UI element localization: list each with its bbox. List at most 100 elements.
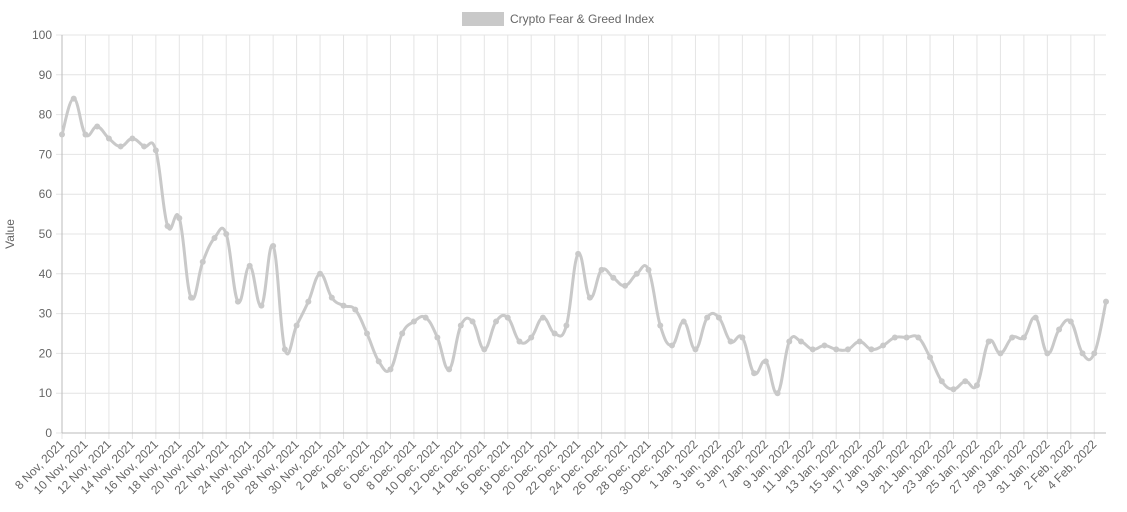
y-tick-label: 70 bbox=[39, 147, 53, 161]
data-point bbox=[798, 338, 805, 345]
data-point bbox=[105, 135, 112, 142]
data-point bbox=[399, 330, 406, 337]
data-point bbox=[258, 302, 265, 309]
data-point bbox=[821, 342, 828, 349]
data-point bbox=[762, 358, 769, 365]
data-point bbox=[692, 346, 699, 353]
data-point bbox=[363, 330, 370, 337]
data-point bbox=[446, 366, 453, 373]
data-point bbox=[422, 314, 429, 321]
y-tick-label: 40 bbox=[39, 267, 53, 281]
data-point bbox=[352, 306, 359, 313]
data-point bbox=[270, 242, 277, 249]
y-tick-label: 30 bbox=[39, 307, 53, 321]
data-point bbox=[715, 314, 722, 321]
y-tick-label: 90 bbox=[39, 68, 53, 82]
data-point bbox=[575, 250, 582, 257]
data-point bbox=[1103, 298, 1109, 305]
legend-swatch bbox=[462, 12, 504, 26]
data-point bbox=[152, 147, 159, 154]
data-point bbox=[633, 270, 640, 277]
data-point bbox=[610, 274, 617, 281]
data-point bbox=[129, 135, 136, 142]
data-point bbox=[1056, 326, 1063, 333]
data-point bbox=[786, 338, 793, 345]
data-point bbox=[469, 318, 476, 325]
data-point bbox=[281, 346, 288, 353]
data-point bbox=[211, 234, 218, 241]
data-point bbox=[141, 143, 148, 150]
data-point bbox=[1091, 350, 1098, 357]
data-point bbox=[551, 330, 558, 337]
y-tick-label: 10 bbox=[39, 386, 53, 400]
data-point bbox=[1009, 334, 1016, 341]
data-point bbox=[188, 294, 195, 301]
data-point bbox=[528, 334, 535, 341]
data-point bbox=[915, 334, 922, 341]
y-tick-label: 60 bbox=[39, 187, 53, 201]
data-point bbox=[434, 334, 441, 341]
y-tick-label: 0 bbox=[45, 426, 52, 440]
legend-label: Crypto Fear & Greed Index bbox=[510, 12, 654, 26]
data-point bbox=[375, 358, 382, 365]
data-point bbox=[891, 334, 898, 341]
data-point bbox=[563, 322, 570, 329]
data-point bbox=[833, 346, 840, 353]
data-point bbox=[481, 346, 488, 353]
data-point bbox=[1067, 318, 1074, 325]
data-point bbox=[328, 294, 335, 301]
data-point bbox=[293, 322, 300, 329]
data-point bbox=[59, 131, 65, 138]
data-point bbox=[586, 294, 593, 301]
data-point bbox=[938, 378, 945, 385]
y-tick-label: 20 bbox=[39, 346, 53, 360]
data-point bbox=[387, 366, 394, 373]
data-point bbox=[94, 123, 101, 130]
data-point bbox=[539, 314, 546, 321]
data-point bbox=[117, 143, 124, 150]
data-point bbox=[997, 350, 1004, 357]
data-point bbox=[493, 318, 500, 325]
data-point bbox=[70, 95, 77, 102]
data-point bbox=[234, 298, 241, 305]
series-line bbox=[60, 97, 1108, 395]
data-point bbox=[751, 370, 758, 377]
data-point bbox=[950, 386, 957, 393]
data-point bbox=[704, 314, 711, 321]
data-point bbox=[739, 334, 746, 341]
data-point bbox=[1044, 350, 1051, 357]
data-point bbox=[340, 302, 347, 309]
data-point bbox=[1020, 334, 1027, 341]
y-tick-label: 50 bbox=[39, 227, 53, 241]
y-tick-label: 80 bbox=[39, 108, 53, 122]
data-point bbox=[516, 338, 523, 345]
data-point bbox=[880, 342, 887, 349]
data-point bbox=[727, 338, 734, 345]
data-point bbox=[504, 314, 511, 321]
data-point bbox=[246, 262, 253, 269]
data-point bbox=[176, 215, 183, 222]
data-point bbox=[657, 322, 664, 329]
data-point bbox=[868, 346, 875, 353]
data-point bbox=[410, 318, 417, 325]
data-point bbox=[809, 346, 816, 353]
data-point bbox=[645, 266, 652, 273]
data-point bbox=[199, 258, 206, 265]
data-point bbox=[82, 131, 89, 138]
data-point bbox=[903, 334, 910, 341]
data-point bbox=[164, 223, 171, 230]
data-point bbox=[1079, 350, 1086, 357]
data-point bbox=[962, 378, 969, 385]
data-point bbox=[668, 342, 675, 349]
data-point bbox=[598, 266, 605, 273]
data-point bbox=[223, 231, 230, 237]
data-point bbox=[457, 322, 464, 329]
y-axis-label: Value bbox=[3, 219, 17, 249]
data-point bbox=[1032, 314, 1039, 321]
data-point bbox=[317, 270, 324, 277]
data-point bbox=[985, 338, 992, 345]
data-point bbox=[622, 282, 629, 289]
y-tick-label: 100 bbox=[32, 28, 52, 42]
data-point bbox=[856, 338, 863, 345]
